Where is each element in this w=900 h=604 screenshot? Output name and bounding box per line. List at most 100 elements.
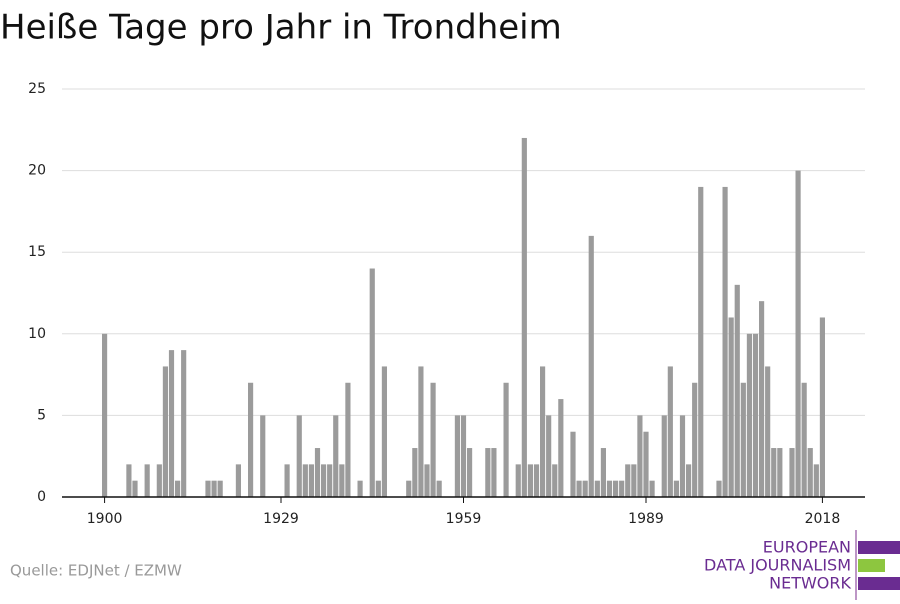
bar — [418, 366, 424, 497]
bar — [546, 415, 552, 497]
bar — [333, 415, 339, 497]
bar — [302, 464, 308, 497]
bar — [466, 448, 473, 497]
bar — [314, 448, 321, 497]
bar — [588, 235, 594, 497]
bar — [570, 431, 576, 497]
bar — [375, 480, 381, 497]
bar — [521, 137, 527, 497]
bar — [174, 480, 181, 497]
y-tick-label: 15 — [28, 244, 46, 260]
x-tick-label: 1929 — [263, 511, 299, 527]
y-tick-label: 5 — [37, 407, 46, 423]
bar — [667, 366, 673, 497]
bar — [606, 480, 613, 497]
bar — [716, 480, 722, 497]
bar — [795, 170, 801, 497]
bar — [156, 464, 162, 497]
logo-text: NETWORK — [769, 574, 851, 593]
bar — [619, 480, 625, 497]
bar — [594, 480, 600, 497]
bar — [357, 480, 363, 497]
bar — [430, 382, 436, 497]
bar — [692, 382, 698, 497]
y-tick-label: 0 — [37, 489, 46, 505]
bar — [211, 480, 217, 497]
y-tick-label: 25 — [28, 81, 46, 97]
x-tick-label: 1900 — [87, 511, 123, 527]
bar — [205, 480, 211, 497]
bar — [558, 399, 564, 497]
logo-bar — [858, 559, 885, 572]
bar — [813, 464, 819, 497]
bar — [126, 464, 132, 497]
bar — [789, 448, 795, 497]
bar — [728, 317, 734, 497]
bar — [181, 350, 187, 497]
x-tick-label: 1989 — [628, 511, 664, 527]
bar — [217, 480, 223, 497]
bar — [515, 464, 521, 497]
bar — [807, 448, 813, 497]
bar — [612, 480, 619, 497]
chart-title: Heiße Tage pro Jahr in Trondheim — [0, 8, 562, 48]
bar — [631, 464, 637, 497]
bar — [533, 464, 540, 497]
bar — [752, 333, 759, 497]
bar — [679, 415, 686, 497]
bar — [308, 464, 315, 497]
bar — [740, 382, 746, 497]
logo-text: EUROPEAN — [763, 538, 851, 557]
bar — [539, 366, 546, 497]
logo-text: DATA JOURNALISM — [704, 556, 851, 575]
bar — [168, 350, 175, 497]
bar — [746, 333, 753, 497]
bar — [734, 284, 740, 497]
bar — [777, 448, 783, 497]
bar — [685, 464, 692, 497]
bar — [247, 382, 254, 497]
bar — [819, 317, 826, 497]
bar — [722, 186, 728, 498]
bar — [661, 415, 667, 497]
bar — [162, 366, 169, 497]
bar — [758, 301, 765, 497]
bar — [637, 415, 643, 497]
y-tick-label: 20 — [28, 163, 46, 179]
bar — [101, 333, 108, 497]
bar — [320, 464, 327, 497]
bar — [582, 480, 588, 497]
bar — [485, 448, 491, 497]
bar — [327, 464, 333, 497]
bar — [698, 186, 704, 498]
x-tick-label: 1959 — [446, 511, 482, 527]
bar — [801, 382, 807, 497]
bar — [369, 268, 375, 497]
bar — [765, 366, 771, 497]
bar — [381, 366, 388, 497]
y-tick-label: 10 — [28, 326, 46, 342]
bar — [260, 415, 266, 497]
bar — [576, 480, 582, 497]
bar — [460, 415, 467, 497]
bar — [424, 464, 430, 497]
bar — [345, 382, 351, 497]
bar — [673, 480, 680, 497]
bar — [412, 448, 418, 497]
logo: EUROPEAN DATA JOURNALISM NETWORK — [704, 530, 900, 600]
bar — [235, 464, 242, 497]
bar — [527, 464, 534, 497]
bar — [144, 464, 150, 497]
bar — [296, 415, 302, 497]
bar — [284, 464, 290, 497]
bar — [503, 382, 509, 497]
bar — [643, 431, 649, 497]
bar — [491, 448, 497, 497]
bar — [436, 480, 442, 497]
logo-bar — [858, 541, 900, 554]
source: Quelle: EDJNet / EZMW — [10, 562, 182, 580]
logo-bar — [858, 577, 900, 590]
bar — [552, 464, 558, 497]
bar — [649, 480, 655, 497]
